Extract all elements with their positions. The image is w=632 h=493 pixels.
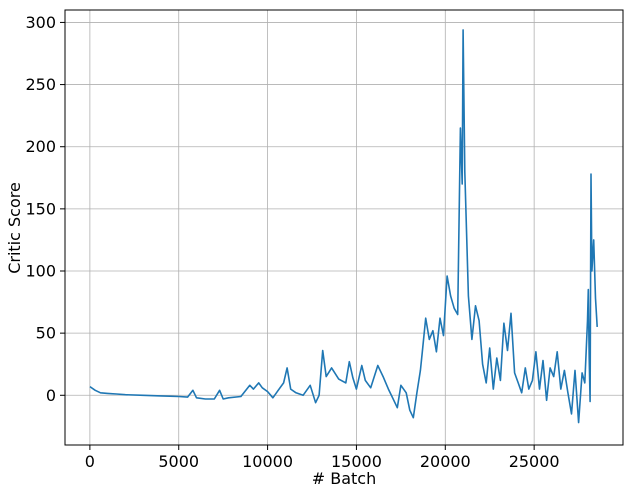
y-axis: 0 50 100 150 200 250 300 (25, 13, 65, 405)
y-tick-label: 0 (46, 386, 56, 405)
x-tick-label: 10000 (242, 452, 293, 471)
series-layer (89, 29, 598, 424)
plot-frame (64, 9, 624, 446)
x-tick-label: 0 (85, 452, 95, 471)
grid-lines (65, 10, 623, 445)
x-tick-label: 20000 (420, 452, 471, 471)
series-line (89, 29, 598, 424)
y-tick-label: 50 (36, 324, 56, 343)
x-tick-label: 25000 (509, 452, 560, 471)
x-tick-label: 5000 (158, 452, 199, 471)
y-tick-label: 250 (25, 75, 56, 94)
y-tick-label: 100 (25, 262, 56, 281)
y-axis-label: Critic Score (5, 182, 24, 274)
x-tick-label: 15000 (331, 452, 382, 471)
x-axis: 0 5000 10000 15000 20000 25000 (85, 445, 560, 471)
y-tick-label: 200 (25, 137, 56, 156)
x-axis-label: # Batch (312, 469, 376, 488)
y-tick-label: 150 (25, 199, 56, 218)
y-tick-label: 300 (25, 13, 56, 32)
